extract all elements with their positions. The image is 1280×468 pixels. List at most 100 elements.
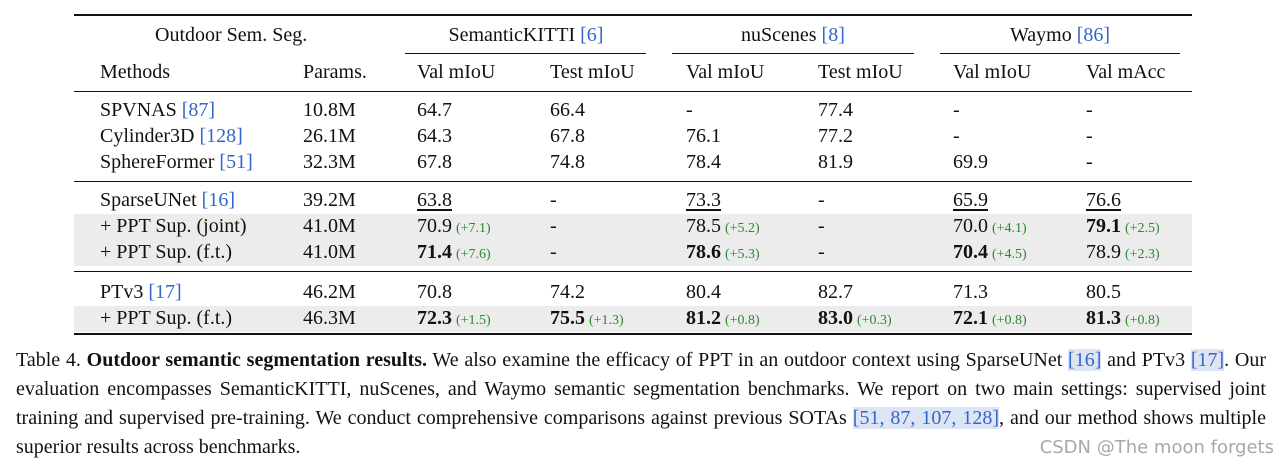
metric-value: 77.2 [818,124,853,148]
metric-value: - [550,188,557,212]
caption-text: . Our evaluation encompasses SemanticKIT… [16,349,1267,429]
citation-link[interactable]: [8] [821,24,845,46]
citation-link[interactable]: 17 [155,281,176,303]
value: 70.9 [417,215,452,237]
citation-link[interactable]: 16 [208,189,229,211]
method-label: Cylinder3D [100,125,200,147]
value: - [953,125,960,147]
citation-bracket: [ [181,99,189,121]
value: 78.5 [686,215,721,237]
value: - [1086,125,1093,147]
metric-value: 77.4 [818,98,853,122]
metric-header: Test mIoU [550,61,635,83]
method-label: SphereFormer [100,151,220,173]
dataset-header: nuScenes [8] [741,23,845,47]
citation-link[interactable]: [16] [1068,349,1102,371]
value: 67.8 [417,151,452,173]
value: 72.1 [953,307,988,329]
value: 71.3 [953,281,988,303]
metric-value: 79.1 (+2.5) [1086,214,1160,241]
metric-value: 70.8 [417,280,452,304]
citation-bracket: ] [175,281,182,303]
improvement-delta: (+4.5) [992,247,1027,262]
metric-value: 80.4 [686,280,721,304]
improvement-delta: (+0.8) [725,313,760,328]
metric-value: - [953,98,960,122]
dataset-name: Waymo [1010,24,1077,46]
value: - [550,189,557,211]
value: - [818,241,825,263]
params-value: 46.2M [303,281,356,303]
caption-text: , and our method shows multiple superior… [16,407,1266,458]
dataset-name: nuScenes [741,24,822,46]
citation-link[interactable]: [17] [1190,349,1225,371]
method-label: SparseUNet [100,189,202,211]
citation-bracket: [ [199,125,207,147]
value: 70.0 [953,215,988,237]
citation-link[interactable]: [51, 87, 107, 128] [852,407,999,429]
highlight-row-bg [74,306,1192,332]
table-rule [74,91,1192,92]
method-name: SparseUNet [16] [100,188,235,212]
caption-text: and PTv3 [1101,349,1191,371]
improvement-delta: (+0.8) [992,313,1027,328]
method-label: + PPT Sup. (f.t.) [100,241,233,263]
table-caption: Table 4. Outdoor semantic segmentation r… [16,346,1266,462]
value: 66.4 [550,99,585,121]
method-name: PTv3 [17] [100,280,182,304]
citation-bracket: ] [246,151,253,173]
value: 69.9 [953,151,988,173]
table-rule [74,333,1192,335]
value: 63.8 [417,189,452,211]
value: 78.6 [686,241,721,263]
params-value: 39.2M [303,189,356,211]
highlight-row-bg [74,214,1192,266]
metric-value: 67.8 [550,124,585,148]
value: - [818,189,825,211]
value: 67.8 [550,125,585,147]
metric-value: 70.4 (+4.5) [953,240,1027,267]
value: - [818,215,825,237]
metric-value: 74.2 [550,280,585,304]
metric-value: 63.8 [417,188,452,212]
method-name: SphereFormer [51] [100,150,253,174]
metric-value: 78.5 (+5.2) [686,214,760,241]
value: 81.2 [686,307,721,329]
table-rule [672,53,914,54]
citation-link[interactable]: 51 [226,151,247,173]
metric-value: - [550,240,557,264]
dataset-header: SemanticKITTI [6] [449,23,604,47]
method-label: + PPT Sup. (f.t.) [100,307,233,329]
value: 65.9 [953,189,988,211]
citation-link[interactable]: 128 [206,125,237,147]
metric-value: 71.3 [953,280,988,304]
caption-title: Outdoor semantic segmentation results. [86,349,428,371]
citation-link[interactable]: [86] [1076,24,1111,46]
caption-text: We also examine the efficacy of PPT in a… [427,349,1069,371]
citation-link[interactable]: 87 [188,99,209,121]
value: 74.2 [550,281,585,303]
metric-value: 81.3 (+0.8) [1086,306,1160,333]
table-rule [940,53,1180,54]
metric-value: 75.5 (+1.3) [550,306,624,333]
value: 70.4 [953,241,988,263]
improvement-delta: (+5.3) [725,247,760,262]
citation-link[interactable]: [6] [580,24,604,46]
params-value: 46.3M [303,307,356,329]
value: - [550,241,557,263]
value: 75.5 [550,307,585,329]
metric-value: 69.9 [953,150,988,174]
metric-header: Test mIoU [818,61,903,83]
metric-value: 83.0 (+0.3) [818,306,892,333]
dataset-header: Waymo [86] [1010,23,1110,47]
improvement-delta: (+2.3) [1125,247,1160,262]
value: 81.3 [1086,307,1121,329]
improvement-delta: (+2.5) [1125,221,1160,236]
params-value: 10.8M [303,99,356,121]
value: 79.1 [1086,215,1121,237]
metric-value: 78.6 (+5.3) [686,240,760,267]
metric-value: - [1086,150,1093,174]
dataset-name: SemanticKITTI [448,24,581,46]
value: 80.4 [686,281,721,303]
metric-header: Val mIoU [953,61,1032,83]
